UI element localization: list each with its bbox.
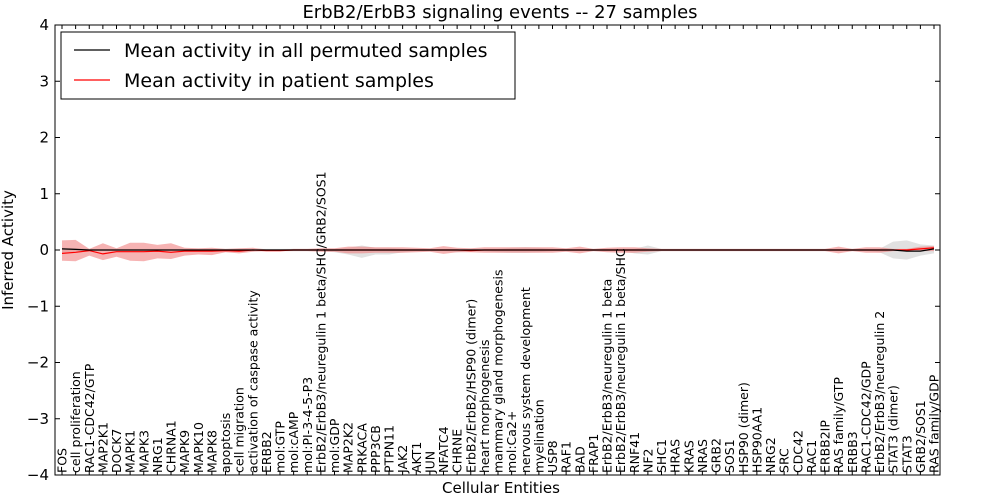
- x-tick-label: cell migration: [232, 387, 247, 473]
- x-tick-label: CHRNE: [450, 429, 465, 473]
- x-tick-label: RNF41: [627, 432, 642, 473]
- x-tick-label: NFATC4: [436, 426, 451, 473]
- y-tick-label: 1: [39, 185, 49, 203]
- x-tick-label: JUN: [422, 451, 437, 474]
- x-tick-label: PPP3CB: [368, 425, 383, 473]
- x-tick-label: CHRNA1: [164, 420, 179, 473]
- x-tick-label: MAPK10: [191, 422, 206, 473]
- x-tick-label: NRG1: [150, 437, 165, 473]
- plot-frame: [54, 24, 941, 476]
- x-tick-label: ErbB2/ErbB3/neuregulin 1 beta/SHC/GRB2/S…: [313, 171, 328, 473]
- x-tick-label: NRAS: [695, 439, 710, 473]
- x-tick-label: NF2: [640, 449, 655, 474]
- x-tick-label: MAPK8: [204, 430, 219, 473]
- x-tick-label: GRB2/SOS1: [913, 400, 928, 473]
- x-tick-label: apoptosis: [218, 413, 233, 473]
- series-lines: [61, 247, 935, 255]
- legend-label-patient: Mean activity in patient samples: [124, 70, 434, 92]
- x-tick-label: activation of caspase activity: [245, 290, 260, 473]
- x-tick-label: RAS family/GDP: [927, 374, 942, 473]
- y-tick-label: −1: [27, 297, 49, 315]
- x-tick-label: FRAP1: [586, 434, 601, 473]
- x-tick-label: mol:PI-3-4-5-P3: [300, 377, 315, 473]
- x-tick-label: SOS1: [722, 439, 737, 473]
- x-tick-label: ERBB2IP: [818, 420, 833, 473]
- x-tick-label: STAT3: [899, 435, 914, 473]
- x-tick-label: SRC: [777, 448, 792, 473]
- x-tick-label: mammary gland morphogenesis: [491, 270, 506, 473]
- x-tick-label: MAP2K2: [341, 422, 356, 473]
- x-tick-label: HSP90AA1: [749, 407, 764, 473]
- x-tick-label: MAPK9: [177, 430, 192, 473]
- x-tick-label: AKT1: [409, 442, 424, 473]
- x-tick-label: BAD: [572, 446, 587, 473]
- y-tick-label: 2: [39, 129, 49, 147]
- permuted-mean-line: [61, 248, 935, 252]
- x-tick-label: KRAS: [681, 440, 696, 473]
- x-tick-label: RAC1: [804, 440, 819, 473]
- y-tick-label: −3: [27, 410, 49, 428]
- x-tick-label: DOCK7: [109, 429, 124, 473]
- x-tick-label: ERBB3: [845, 431, 860, 473]
- x-tick-label: HSP90 (dimer): [736, 382, 751, 473]
- legend-box: [60, 31, 516, 100]
- legend-label-permuted: Mean activity in all permuted samples: [124, 40, 487, 62]
- x-tick-label: PRKACA: [354, 423, 369, 473]
- x-tick-label: GRB2: [709, 438, 724, 473]
- x-tick-label: mol:cAMP: [286, 411, 301, 473]
- y-tick-label: 0: [39, 241, 49, 259]
- x-tick-label: MAPK3: [136, 430, 151, 473]
- x-tick-label: ErbB2/ErbB3/neuregulin 2: [872, 311, 887, 473]
- x-tick-label: CDC42: [790, 430, 805, 473]
- y-axis-label: Inferred Activity: [0, 190, 17, 310]
- y-tick-label: 4: [39, 16, 49, 34]
- x-tick-label: RAC1-CDC42/GDP: [858, 361, 873, 473]
- x-axis-label: Cellular Entities: [442, 479, 560, 497]
- x-tick-label: NRG2: [763, 437, 778, 473]
- x-tick-label: mol:GDP: [327, 418, 342, 473]
- y-tick-label: −2: [27, 354, 49, 372]
- x-tick-label: cell proliferation: [68, 371, 83, 473]
- x-tick-label: HRAS: [668, 439, 683, 473]
- x-tick-label: RAS family/GTP: [831, 377, 846, 473]
- x-tick-label: ErbB2/ErbB2/HSP90 (dimer): [463, 299, 478, 473]
- x-tick-label: FOS: [55, 448, 70, 473]
- x-tick-label: mol:Ca2+: [504, 411, 519, 473]
- x-tick-label: nervous system development: [518, 287, 533, 473]
- y-tick-label: −4: [27, 466, 49, 484]
- x-tick-label: myelination: [531, 399, 546, 473]
- x-tick-label: STAT3 (dimer): [886, 385, 901, 473]
- y-tick-label: 3: [39, 72, 49, 90]
- x-tick-label: SHC1: [654, 439, 669, 473]
- x-tick-label: PTPN11: [382, 425, 397, 473]
- x-tick-label: USP8: [545, 440, 560, 473]
- x-tick-label: mol:GTP: [273, 421, 288, 473]
- x-tick-label: MAP2K1: [95, 422, 110, 473]
- x-tick-label: MAPK1: [123, 430, 138, 473]
- x-tick-label: heart morphogenesis: [477, 340, 492, 474]
- y-axis: −4 −3 −2 −1 0 1 2 3 4: [27, 16, 940, 484]
- x-tick-label: ErbB2/ErbB3/neuregulin 1 beta/SHC: [613, 248, 628, 473]
- x-tick-label: JAK2: [395, 445, 410, 474]
- chart-title: ErbB2/ErbB3 signaling events -- 27 sampl…: [302, 2, 697, 23]
- x-tick-label: ErbB2/ErbB3/neuregulin 1 beta: [600, 279, 615, 473]
- legend: Mean activity in all permuted samples Me…: [60, 31, 516, 100]
- x-tick-label: ERBB2: [259, 431, 274, 473]
- x-tick-label: RAF1: [559, 441, 574, 473]
- x-tick-label: RAC1-CDC42/GTP: [82, 363, 97, 473]
